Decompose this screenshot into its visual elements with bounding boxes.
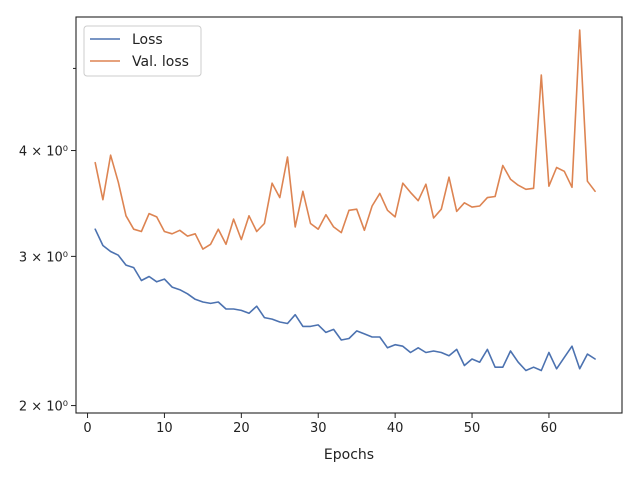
- legend: Loss Val. loss: [83, 25, 202, 77]
- series-line-loss: [94, 228, 596, 372]
- series-line-val-loss: [94, 29, 596, 250]
- y-tick-label: 4 × 10⁰: [19, 145, 68, 160]
- y-tick-label: 3 × 10⁰: [19, 250, 68, 265]
- plot-frame: [75, 16, 623, 414]
- legend-label-loss: Loss: [132, 32, 163, 48]
- x-tick-label: 20: [233, 421, 250, 436]
- y-axis: 2 × 10⁰ 3 × 10⁰ 4 × 10⁰: [19, 67, 76, 415]
- x-tick-label: 30: [310, 421, 327, 436]
- x-axis: 0 10 20 30 40 50 60: [83, 413, 557, 436]
- x-tick-label: 10: [156, 421, 173, 436]
- y-tick-label: 2 × 10⁰: [19, 400, 68, 415]
- x-axis-title: Epochs: [324, 447, 374, 463]
- x-tick-label: 0: [83, 421, 91, 436]
- legend-label-val-loss: Val. loss: [132, 54, 189, 70]
- x-tick-label: 40: [387, 421, 404, 436]
- x-tick-label: 50: [464, 421, 481, 436]
- series-layer: [94, 29, 596, 372]
- x-tick-label: 60: [541, 421, 558, 436]
